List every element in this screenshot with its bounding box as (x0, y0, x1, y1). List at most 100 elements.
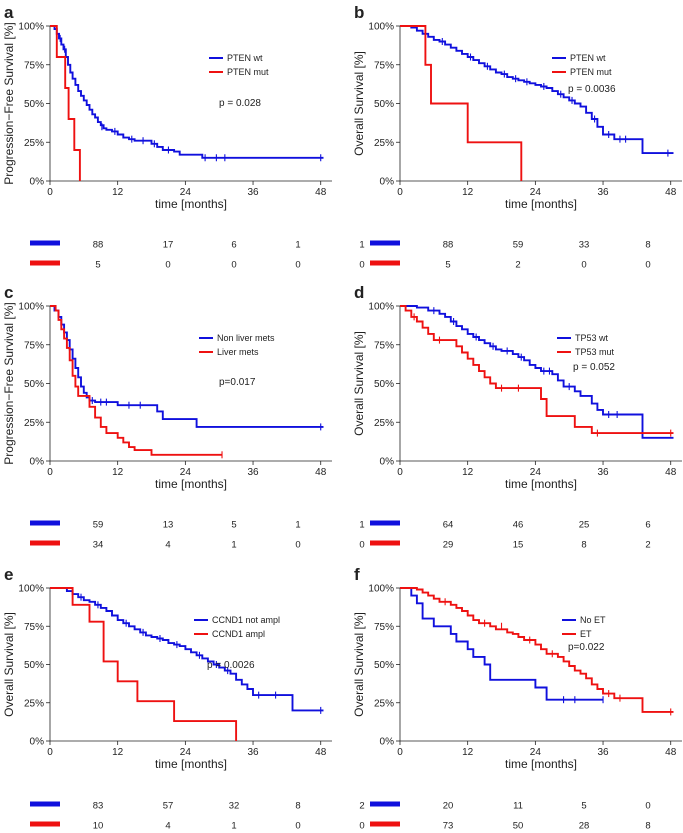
y-tick-label: 0% (380, 457, 395, 468)
x-tick-label: 48 (665, 187, 677, 198)
y-tick-label: 75% (374, 340, 394, 351)
x-axis-title: time [months] (155, 197, 227, 211)
x-tick-label: 24 (180, 467, 192, 478)
y-tick-label: 100% (368, 22, 394, 33)
risk-count: 1 (231, 540, 236, 551)
x-tick-label: 12 (462, 187, 474, 198)
legend-label: PTEN mut (570, 67, 612, 77)
risk-count: 20 (443, 801, 454, 812)
x-tick-label: 36 (597, 467, 609, 478)
x-tick-label: 36 (247, 187, 259, 198)
risk-swatch (370, 520, 400, 526)
risk-count: 1 (295, 520, 300, 531)
y-tick-label: 0% (380, 177, 395, 188)
km-curve-red (400, 25, 523, 181)
legend-label: No ET (580, 615, 606, 625)
x-axis-title: time [months] (505, 197, 577, 211)
x-tick-label: 12 (112, 747, 124, 758)
risk-count: 46 (513, 520, 524, 531)
legend-label: ET (580, 629, 592, 639)
p-value: p=0.017 (219, 377, 256, 388)
risk-count: 2 (359, 801, 364, 812)
legend-label: PTEN wt (570, 53, 606, 63)
risk-count: 29 (443, 540, 454, 551)
km-curve-blue (50, 305, 324, 428)
risk-count: 11 (513, 801, 523, 812)
risk-swatch (30, 801, 60, 807)
risk-count: 0 (581, 260, 586, 271)
legend-label: PTEN wt (227, 53, 263, 63)
x-tick-label: 48 (315, 467, 327, 478)
y-tick-label: 0% (30, 737, 45, 748)
km-curve-red (50, 305, 222, 456)
risk-count: 1 (359, 240, 364, 251)
x-tick-label: 24 (530, 747, 542, 758)
risk-count: 13 (163, 520, 174, 531)
legend-label: Liver mets (217, 347, 259, 357)
y-axis-title: Overall Survival [%] (352, 331, 366, 436)
panel-label: c (4, 283, 13, 302)
x-axis-title: time [months] (155, 477, 227, 491)
risk-swatch (370, 540, 400, 546)
x-tick-label: 36 (247, 467, 259, 478)
risk-count: 59 (513, 240, 524, 251)
risk-count: 0 (645, 260, 650, 271)
risk-swatch (30, 240, 60, 246)
risk-count: 10 (93, 821, 104, 832)
risk-count: 0 (645, 801, 650, 812)
risk-count: 0 (359, 260, 364, 271)
km-curve-blue (400, 305, 674, 439)
legend-label: CCND1 ampl (212, 629, 265, 639)
risk-count: 50 (513, 821, 524, 832)
risk-count: 5 (581, 801, 586, 812)
risk-swatch (370, 821, 400, 827)
y-tick-label: 0% (30, 177, 45, 188)
y-tick-label: 75% (24, 60, 44, 71)
risk-count: 8 (581, 540, 586, 551)
risk-count: 88 (443, 240, 454, 251)
y-tick-label: 50% (374, 379, 394, 390)
risk-swatch (370, 240, 400, 246)
x-tick-label: 0 (47, 467, 53, 478)
x-tick-label: 48 (665, 747, 677, 758)
y-tick-label: 100% (368, 302, 394, 313)
y-tick-label: 25% (24, 138, 44, 149)
risk-count: 5 (445, 260, 450, 271)
risk-count: 0 (295, 821, 300, 832)
y-axis-title: Progression−Free Survival [%] (2, 22, 16, 184)
km-curve-red (400, 587, 674, 713)
risk-count: 88 (93, 240, 104, 251)
risk-count: 8 (645, 821, 650, 832)
p-value: p = 0.028 (219, 98, 261, 109)
y-tick-label: 75% (374, 622, 394, 633)
y-tick-label: 0% (30, 457, 45, 468)
x-tick-label: 0 (47, 187, 53, 198)
x-tick-label: 0 (397, 467, 403, 478)
risk-count: 0 (359, 821, 364, 832)
panel-label: d (354, 283, 364, 302)
x-tick-label: 24 (530, 467, 542, 478)
p-value: p=0.022 (568, 642, 605, 653)
km-curve-blue (400, 25, 674, 155)
y-axis-title: Overall Survival [%] (2, 612, 16, 717)
risk-swatch (370, 260, 400, 266)
y-tick-label: 25% (24, 418, 44, 429)
km-curve-blue (50, 25, 324, 159)
risk-count: 15 (513, 540, 524, 551)
panel-c: c 0% 25% 50% 75% 100% 0 12 24 36 48 time [months] Pr… (2, 283, 365, 551)
y-tick-label: 75% (24, 340, 44, 351)
legend-label: TP53 mut (575, 347, 615, 357)
risk-count: 1 (295, 240, 300, 251)
risk-count: 25 (579, 520, 590, 531)
panel-label: e (4, 565, 13, 584)
y-tick-label: 50% (24, 99, 44, 110)
y-tick-label: 50% (24, 379, 44, 390)
p-value: p = 0.0036 (568, 84, 616, 95)
km-curve-blue (50, 587, 324, 712)
p-value: p = 0.052 (573, 362, 615, 373)
x-tick-label: 12 (112, 187, 124, 198)
y-axis-title: Overall Survival [%] (352, 612, 366, 717)
risk-count: 0 (359, 540, 364, 551)
